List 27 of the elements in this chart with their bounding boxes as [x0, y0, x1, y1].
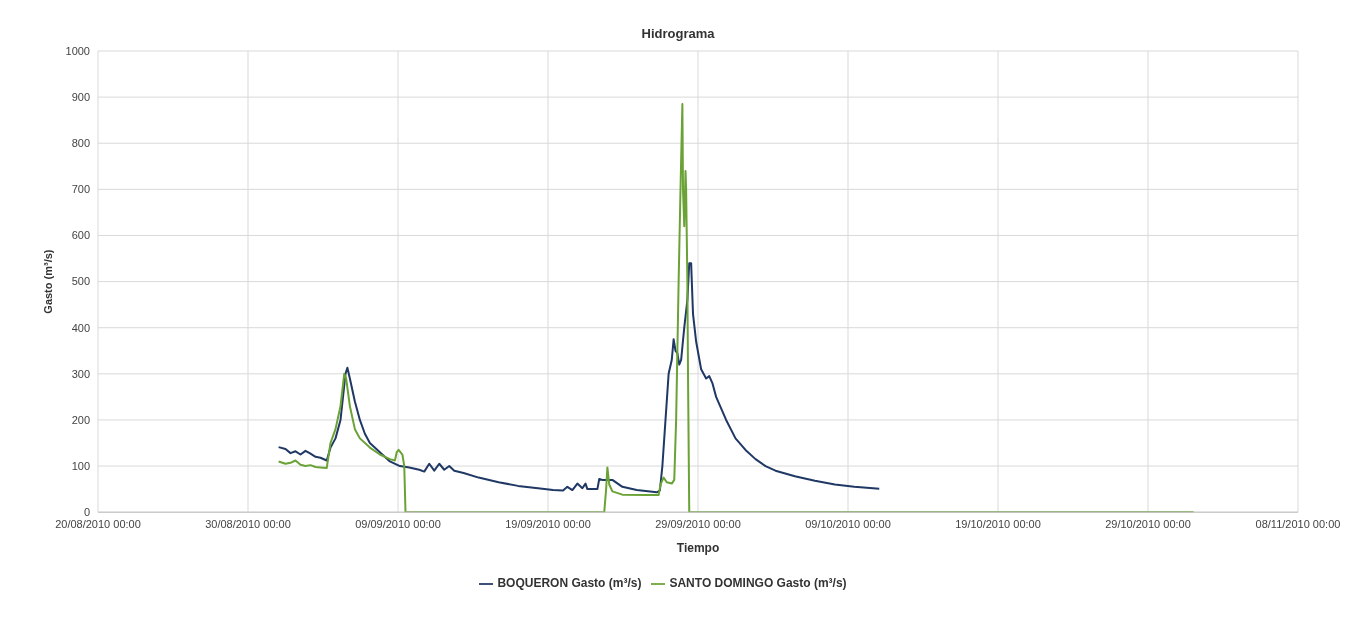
x-tick-label: 29/09/2010 00:00	[655, 517, 741, 530]
y-tick-label: 100	[71, 459, 90, 472]
chart-title: Hidrograma	[640, 25, 716, 41]
x-tick-label: 08/11/2010 00:00	[1255, 517, 1341, 530]
line-series	[277, 103, 1195, 513]
x-tick-label: 20/08/2010 00:00	[55, 517, 141, 530]
x-tick-label: 29/10/2010 00:00	[1105, 517, 1191, 530]
legend-label: SANTO DOMINGO Gasto (m³/s)	[669, 576, 847, 591]
y-tick-label: 900	[71, 91, 90, 104]
legend-label: BOQUERON Gasto (m³/s)	[497, 576, 642, 591]
y-tick-label: 600	[71, 229, 90, 242]
x-tick-label: 09/10/2010 00:00	[805, 517, 891, 530]
y-tick-label: 400	[71, 321, 90, 334]
y-tick-label: 700	[71, 183, 90, 196]
x-tick-label: 09/09/2010 00:00	[355, 517, 441, 530]
y-tick-label: 300	[71, 367, 90, 380]
y-tick-label: 500	[71, 275, 90, 288]
line-series	[277, 262, 881, 494]
x-tick-label: 30/08/2010 00:00	[205, 517, 291, 530]
y-tick-label: 0	[83, 506, 90, 519]
x-tick-label: 19/09/2010 00:00	[505, 517, 591, 530]
y-tick-label: 1000	[65, 44, 90, 57]
x-axis-title: Tiempo	[676, 541, 720, 556]
x-tick-label: 19/10/2010 00:00	[955, 517, 1041, 530]
y-tick-label: 200	[71, 413, 90, 426]
y-tick-label: 800	[71, 137, 90, 150]
y-axis-title: Gasto (m³/s)	[41, 249, 54, 314]
